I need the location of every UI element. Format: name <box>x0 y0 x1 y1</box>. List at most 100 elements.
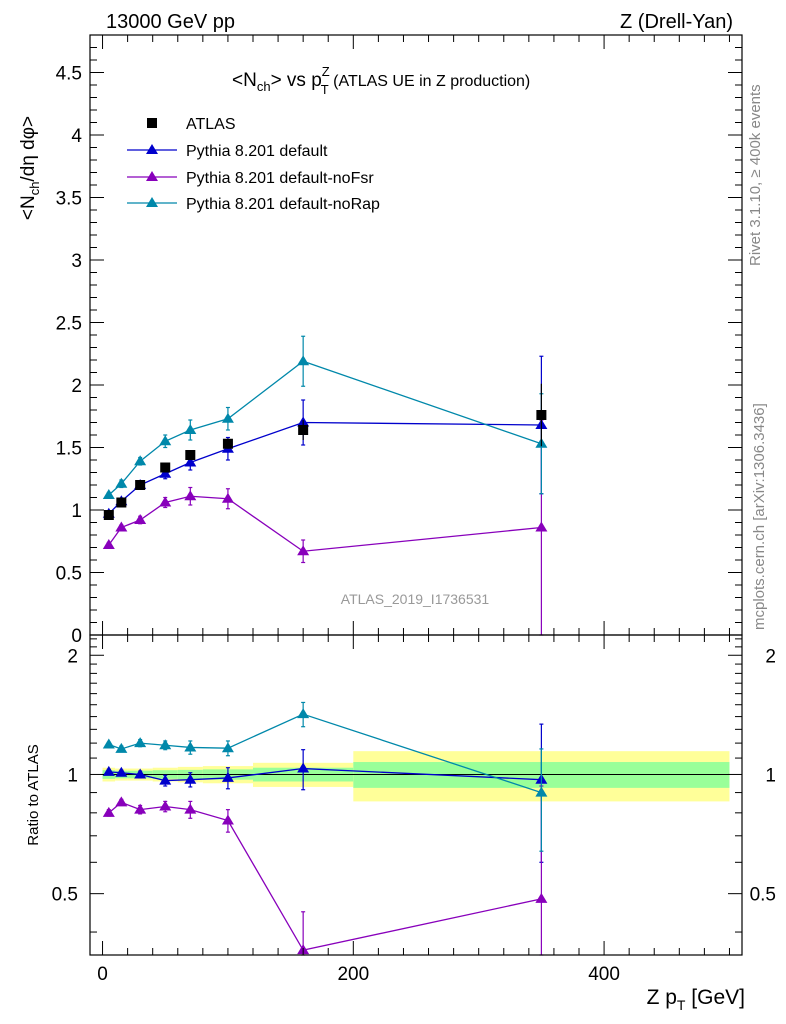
point-default-4 <box>184 456 197 467</box>
xlabel-a: Z p <box>647 986 677 1009</box>
header-left: 13000 GeV pp <box>106 11 235 33</box>
y-tick-label: 1 <box>71 501 82 522</box>
atlas-point-4 <box>185 450 196 460</box>
atlas-point-1 <box>116 497 127 508</box>
legend-label-default: Pythia 8.201 default <box>186 143 328 160</box>
ratio-panel: 0 200 400 0.5 0.5 1 1 2 2 Ratio to ATLAS Z pT [G… <box>25 634 776 1013</box>
series-line-noRap <box>108 360 542 496</box>
title-sub2: T <box>321 82 329 97</box>
ratio-line-noFsr <box>108 801 542 951</box>
legend-label-atlas: ATLAS <box>186 116 236 133</box>
point-noFsr-0 <box>102 539 115 549</box>
point-noRap-1 <box>115 477 128 488</box>
legend-label-nofsr: Pythia 8.201 default-noFsr <box>186 170 374 187</box>
point-noFsr-7 <box>535 521 548 532</box>
ratio-point-noFsr-3 <box>159 800 172 811</box>
ratio-point-noRap-2 <box>134 737 147 748</box>
xlabel-sub: T <box>677 997 686 1013</box>
legend-marker-norap <box>146 197 158 207</box>
ratio-point-noFsr-4 <box>184 803 197 814</box>
series-line-noFsr <box>108 495 542 552</box>
title-sub1: ch <box>257 79 271 94</box>
ratio-point-noFsr-7 <box>535 892 548 903</box>
legend-marker-default <box>146 144 158 154</box>
ratio-y-tick-label-left: 0.5 <box>52 885 78 906</box>
point-noFsr-6 <box>297 545 310 556</box>
atlas-point-3 <box>160 462 171 473</box>
title-main: <N <box>232 70 257 91</box>
ratio-point-default-4 <box>184 773 197 784</box>
point-noFsr-5 <box>221 492 234 503</box>
header-right: Z (Drell-Yan) <box>620 11 733 33</box>
y-tick-label: 2.5 <box>56 314 82 335</box>
title-rest: (ATLAS UE in Z production) <box>329 73 531 90</box>
chart-title: <Nch> vs pZ T (ATLAS UE in Z production) <box>232 64 530 97</box>
ratio-point-default-6 <box>297 762 310 773</box>
watermark: ATLAS_2019_I1736531 <box>341 591 490 607</box>
ratio-point-noRap-4 <box>184 741 197 752</box>
x-tick-label: 0 <box>97 964 108 985</box>
ylabel-b: /dη dφ> <box>18 116 39 182</box>
point-noRap-0 <box>102 489 115 499</box>
y-axis-label: <Nch/dη dφ> <box>18 116 42 220</box>
mcplots-label: mcplots.cern.ch [arXiv:1306.3436] <box>751 403 768 630</box>
point-noRap-5 <box>221 412 234 423</box>
title-sup: Z <box>322 64 330 79</box>
point-noRap-6 <box>297 355 310 366</box>
y-tick-label: 3.5 <box>56 189 82 210</box>
ratio-point-noFsr-1 <box>115 796 128 807</box>
point-default-3 <box>159 467 172 478</box>
x-axis-label: Z pT [GeV] <box>647 986 745 1013</box>
atlas-point-6 <box>298 425 309 435</box>
ratio-y-tick-label-left: 2 <box>67 646 78 667</box>
legend: ATLAS Pythia 8.201 default Pythia 8.201 … <box>127 116 380 213</box>
ratio-y-axis-label: Ratio to ATLAS <box>25 744 42 845</box>
atlas-point-5 <box>222 438 233 449</box>
ratio-point-noFsr-5 <box>221 814 234 825</box>
legend-marker-atlas <box>147 118 157 128</box>
ratio-line-noRap <box>108 713 542 794</box>
point-noFsr-1 <box>115 521 128 532</box>
ratio-point-default-3 <box>159 774 172 785</box>
atlas-point-0 <box>103 510 114 520</box>
legend-marker-nofsr <box>146 171 158 181</box>
point-noFsr-3 <box>159 496 172 507</box>
point-noFsr-2 <box>134 514 147 524</box>
point-noRap-2 <box>134 455 147 466</box>
main-panel: 0 0.5 1 1.5 2 2.5 3 3.5 4 4.5 ATLAS_2019_I1736531… <box>18 34 743 647</box>
y-tick-label: 4.5 <box>56 64 82 85</box>
ratio-point-default-0 <box>102 765 115 776</box>
x-tick-label: 200 <box>337 964 369 985</box>
ratio-point-noRap-3 <box>159 739 172 750</box>
ratio-point-default-2 <box>134 768 147 779</box>
xlabel-b: [GeV] <box>685 986 745 1009</box>
point-noRap-4 <box>184 424 197 434</box>
ratio-y-tick-label-left: 1 <box>67 765 78 786</box>
y-tick-label: 0 <box>71 626 82 647</box>
y-tick-label: 1.5 <box>56 439 82 460</box>
atlas-point-7 <box>536 410 547 420</box>
y-tick-label: 4 <box>71 126 82 147</box>
x-tick-label: 400 <box>588 964 620 985</box>
atlas-point-2 <box>135 480 146 490</box>
y-tick-label: 2 <box>71 376 82 397</box>
legend-label-norap: Pythia 8.201 default-noRap <box>186 196 380 213</box>
ratio-y-tick-label-right: 1 <box>765 765 776 786</box>
ylabel-a: <N <box>18 195 39 220</box>
title-mid: > vs p <box>271 70 322 91</box>
ylabel-sub: ch <box>27 182 42 196</box>
y-tick-label: 0.5 <box>56 564 82 585</box>
ratio-point-noFsr-0 <box>102 806 115 817</box>
ratio-point-noFsr-2 <box>134 803 147 814</box>
ratio-point-noRap-7 <box>535 786 548 797</box>
point-noRap-3 <box>159 435 172 446</box>
ratio-point-default-5 <box>221 771 234 782</box>
ratio-y-tick-label-right: 2 <box>765 646 776 667</box>
y-tick-label: 3 <box>71 251 82 272</box>
rivet-label: Rivet 3.1.10, ≥ 400k events <box>747 84 764 266</box>
ratio-y-tick-label-right: 0.5 <box>750 885 776 906</box>
ratio-point-noRap-1 <box>115 742 128 753</box>
ratio-point-noRap-0 <box>102 738 115 749</box>
ratio-point-default-1 <box>115 766 128 777</box>
